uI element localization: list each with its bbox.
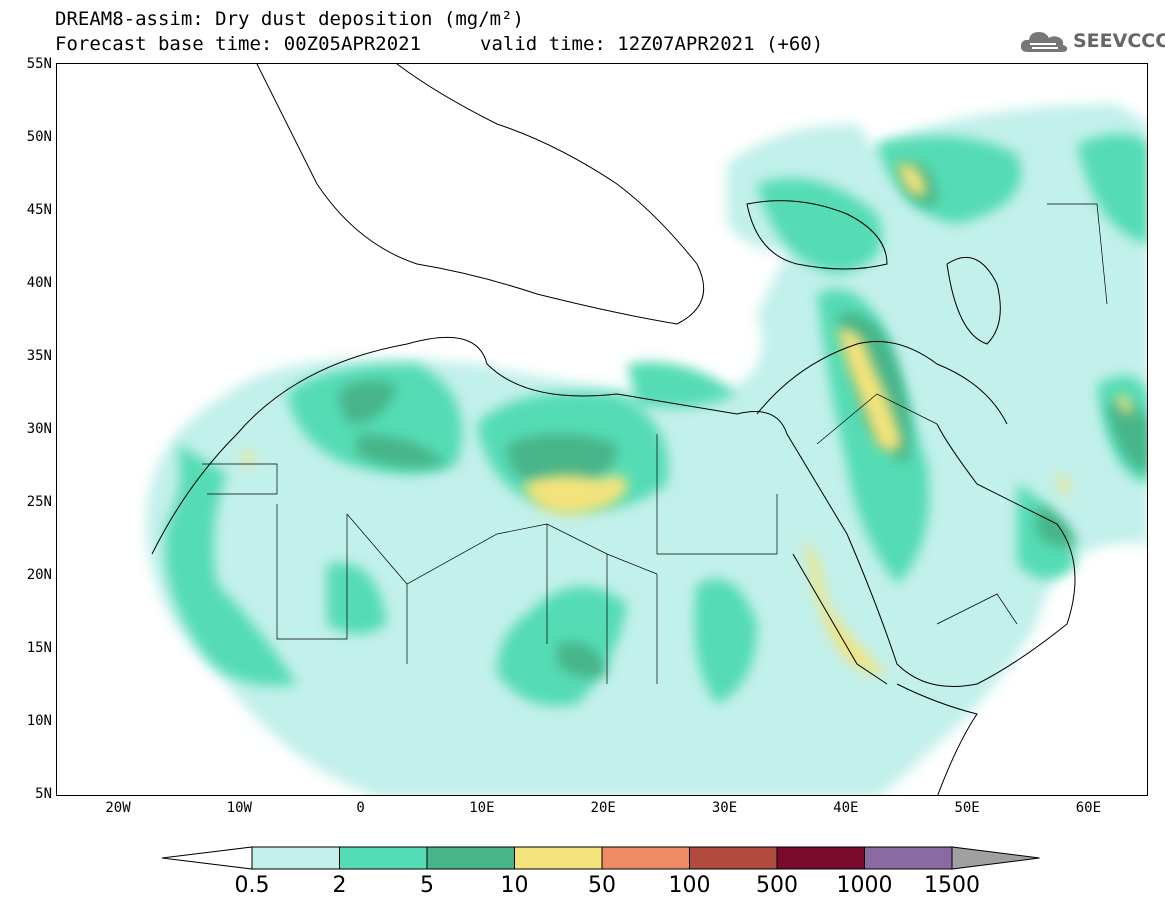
colorbar-segment [601,846,690,870]
colorbar-label: 0.5 [234,873,270,898]
colorbar-label: 100 [668,873,711,898]
latitude-label: 5N [35,786,52,802]
longitude-label: 40E [833,800,859,816]
dust-deposition-map [146,64,1147,795]
cloud-icon [1020,32,1068,52]
longitude-label: 50E [954,800,980,816]
colorbar-segment [514,846,603,870]
longitude-label: 60E [1075,800,1102,816]
coastlines [151,64,1076,795]
latitude-label: 15N [26,640,52,656]
colorbar-segment [689,846,778,870]
map-title: DREAM8-assim: Dry dust deposition (mg/m²… [55,8,524,30]
latitude-label: 50N [26,129,52,145]
colorbar-label: 10 [500,873,529,898]
forecast-base-time: Forecast base time: 00Z05APR2021 [55,33,422,55]
colorbar [161,846,1040,870]
latitude-label: 20N [26,567,52,583]
latitude-label: 10N [26,713,52,729]
dust-level-10 [242,163,1132,675]
colorbar-segment [426,846,515,870]
longitude-label: 20E [590,800,616,816]
longitude-label: 20W [105,800,131,816]
colorbar-label: 2 [332,873,347,898]
logo-text: SEEVCCC [1073,30,1165,52]
colorbar-segment [339,846,428,870]
valid-time: valid time: 12Z07APR2021 (+60) [480,33,824,55]
latitude-label: 40N [26,275,52,291]
colorbar-label: 5 [420,873,434,898]
latitude-label: 35N [26,348,52,364]
colorbar-lower-arrow [161,846,253,870]
longitude-label: 0 [356,800,365,816]
colorbar-segment [864,846,953,870]
colorbar-segment [776,846,865,870]
longitude-label: 10E [469,800,495,816]
colorbar-label: 1000 [836,873,893,898]
latitude-label: 30N [26,421,52,437]
colorbar-segment [251,846,340,870]
colorbar-label: 500 [756,873,798,898]
map-panel [56,63,1148,796]
latitude-label: 55N [26,56,52,72]
latitude-label: 45N [26,202,52,218]
colorbar-label: 50 [588,873,616,898]
country-borders [202,203,1108,684]
latitude-label: 25N [26,494,52,510]
colorbar-upper-arrow [951,846,1040,870]
longitude-label: 10W [226,800,252,816]
longitude-label: 30E [711,800,738,816]
colorbar-label: 1500 [924,873,980,898]
